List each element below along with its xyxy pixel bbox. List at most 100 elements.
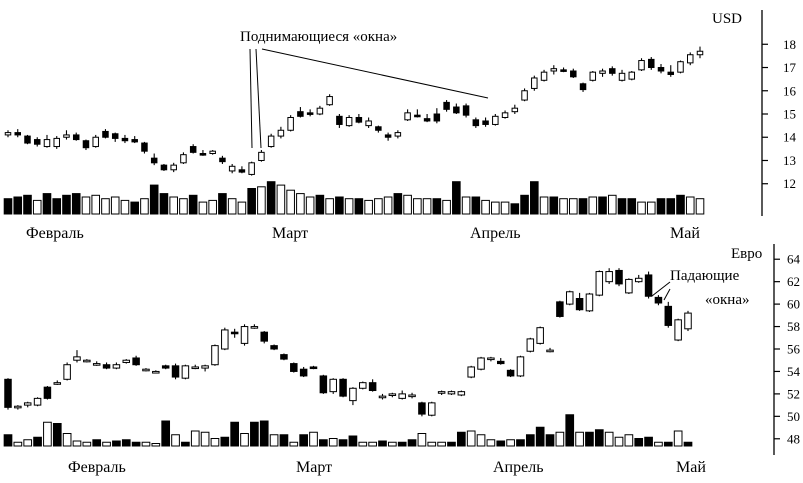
euro-candle-bullish (388, 393, 397, 396)
euro-volume-bar (516, 439, 525, 447)
usd-volume-bar (159, 193, 169, 215)
usd-volume-bar (442, 199, 451, 215)
usd-candle-bullish (687, 54, 694, 64)
usd-volume-bar (539, 196, 549, 215)
euro-panel: Евро 48 50 52 54 56 58 60 62 64 Февраль Март Апр… (3, 244, 801, 476)
usd-tick-label: 14 (783, 130, 797, 145)
usd-candle-bullish (228, 165, 236, 172)
euro-volume-bar (161, 420, 171, 447)
usd-candle-bearish (657, 67, 665, 72)
usd-volume-bar (305, 196, 315, 215)
euro-candle-bearish (339, 378, 347, 397)
usd-volume-bar (32, 199, 42, 215)
euro-volume-bar (82, 441, 92, 447)
euro-candle-bearish (4, 378, 12, 408)
usd-candle-bearish (160, 164, 168, 171)
annotation-pointer (255, 48, 262, 149)
usd-candle-bullish (638, 60, 645, 71)
usd-candle-bearish (219, 157, 226, 163)
usd-volume-bar (471, 196, 481, 215)
euro-volume-bar (456, 431, 466, 447)
usd-tick-label: 12 (783, 176, 796, 191)
usd-volume-bar (257, 186, 266, 215)
euro-unit-label: Евро (731, 246, 762, 262)
usd-volume-bar (666, 198, 676, 215)
usd-candle-bearish (131, 139, 138, 143)
usd-volume-bar (315, 194, 325, 215)
usd-candle-bullish (277, 129, 285, 137)
usd-candle-bearish (472, 119, 480, 127)
euro-candles (4, 268, 692, 417)
usd-candle-bullish (404, 112, 411, 121)
euro-candle-bearish (280, 354, 288, 360)
euro-volume-bar (368, 441, 377, 447)
euro-month-label: Апрель (493, 459, 544, 476)
euro-volume-bar (279, 434, 289, 447)
euro-candle-bullish (428, 402, 436, 416)
usd-volume-bar (646, 201, 656, 215)
euro-tick-label: 48 (787, 431, 800, 446)
euro-candle-bullish (211, 345, 219, 366)
usd-candle-bullish (345, 116, 353, 127)
euro-candle-bullish (447, 391, 456, 395)
euro-volume-bar (358, 441, 368, 447)
usd-volume-bar (101, 198, 110, 215)
euro-candle-bullish (92, 363, 101, 366)
euro-volume-bar (506, 439, 515, 447)
euro-volume-bar (62, 433, 72, 447)
euro-candle-bullish (408, 394, 416, 398)
euro-candle-bullish (536, 327, 544, 344)
usd-volume-bar (91, 194, 101, 215)
usd-candle-bullish (258, 151, 265, 161)
euro-candle-bullish (516, 356, 525, 377)
euro-candle-bullish (201, 365, 209, 369)
euro-volume-bar (230, 421, 240, 447)
usd-candle-bearish (648, 58, 655, 69)
usd-candle-bullish (521, 90, 528, 101)
usd-candle-bearish (414, 114, 421, 118)
euro-volume-bar (555, 431, 565, 447)
rising-windows-label: Поднимающиеся «окна» (240, 29, 397, 45)
euro-candle-bullish (112, 364, 121, 369)
euro-volume-bar (151, 443, 161, 447)
euro-volume-bar (121, 439, 131, 447)
usd-candle-bearish (189, 146, 197, 153)
usd-volume-bar (276, 184, 286, 215)
usd-volume-bar (520, 194, 529, 215)
annotation-pointer (249, 48, 253, 149)
usd-candle-bullish (316, 107, 324, 115)
usd-volume-bar (247, 188, 256, 215)
euro-candle-bullish (467, 366, 475, 378)
usd-candle-bearish (453, 106, 460, 114)
euro-candle-bullish (329, 378, 337, 393)
usd-candle-bearish (141, 142, 148, 152)
usd-candle-bearish (560, 69, 567, 72)
euro-volume-bar (328, 438, 338, 447)
usd-candle-bullish (618, 72, 626, 81)
euro-volume-bar (545, 434, 555, 447)
euro-tick-labels: 48 50 52 54 56 58 60 62 64 (774, 252, 801, 446)
usd-candle-bullish (53, 137, 60, 148)
euro-candle-bullish (595, 271, 604, 296)
usd-candle-bearish (609, 68, 616, 74)
usd-candle-bearish (199, 153, 207, 156)
usd-volume-bar (607, 194, 617, 215)
euro-volume-bar (23, 439, 33, 447)
usd-tick-label: 15 (783, 107, 796, 122)
euro-candle-bearish (556, 301, 564, 317)
usd-volume-bar (3, 198, 13, 215)
usd-candle-bullish (180, 154, 187, 164)
usd-volume-bar (374, 198, 383, 215)
euro-volume-bar (388, 441, 397, 447)
euro-candle-bearish (575, 298, 584, 311)
usd-candle-bearish (423, 118, 431, 122)
euro-candle-bullish (83, 359, 91, 363)
usd-candle-bullish (365, 120, 372, 127)
usd-volume-bar (656, 198, 666, 215)
euro-candle-bearish (644, 274, 653, 297)
euro-month-label: Май (676, 459, 706, 476)
usd-candle-bearish (482, 120, 489, 125)
euro-volume-bar (13, 441, 23, 447)
euro-candle-bullish (33, 397, 42, 406)
